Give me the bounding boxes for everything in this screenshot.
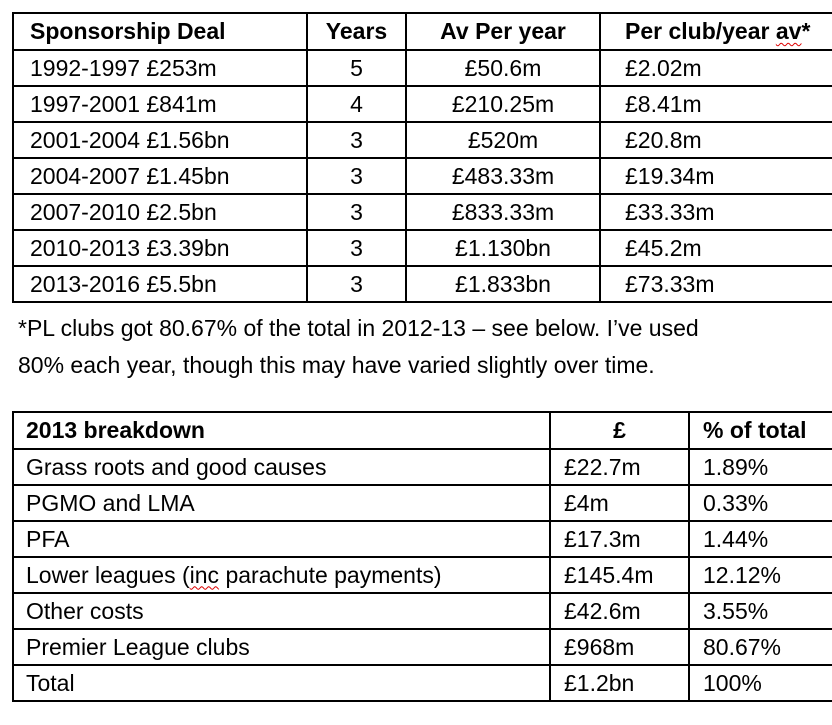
cell-years: 4 <box>306 85 407 123</box>
table-header-row: Sponsorship Deal Years Av Per year Per c… <box>12 12 832 51</box>
cell-category: Premier League clubs <box>12 628 551 666</box>
footnote-line-1: *PL clubs got 80.67% of the total in 201… <box>18 315 699 341</box>
cell-category: Other costs <box>12 592 551 630</box>
cell-years: 3 <box>306 193 407 231</box>
spellcheck-underline-inc: inc <box>189 561 220 588</box>
cell-av-per-year: £833.33m <box>405 193 601 231</box>
cell-years: 3 <box>306 265 407 303</box>
col-header-per-club-year-av: Per club/year av* <box>599 12 832 51</box>
cell-av-per-year: £50.6m <box>405 49 601 87</box>
cell-deal: 2004-2007 £1.45bn <box>12 157 308 195</box>
cell-per-club-year: £8.41m <box>599 85 832 123</box>
cell-percent: 0.33% <box>688 484 832 522</box>
cell-amount: £1.2bn <box>549 664 690 702</box>
cell-category: Grass roots and good causes <box>12 448 551 486</box>
table-row: PFA £17.3m 1.44% <box>12 520 832 558</box>
table-row: 2007-2010 £2.5bn 3 £833.33m £33.33m <box>12 193 832 231</box>
cell-per-club-year: £19.34m <box>599 157 832 195</box>
col-header-percent-of-total: % of total <box>688 411 832 450</box>
table-row: 2001-2004 £1.56bn 3 £520m £20.8m <box>12 121 832 159</box>
col-header-pounds: £ <box>549 411 690 450</box>
cell-percent: 12.12% <box>688 556 832 594</box>
table-row: Grass roots and good causes £22.7m 1.89% <box>12 448 832 486</box>
footnote-line-2: 80% each year, though this may have vari… <box>18 352 655 378</box>
cell-av-per-year: £483.33m <box>405 157 601 195</box>
table-row: PGMO and LMA £4m 0.33% <box>12 484 832 522</box>
cell-percent: 80.67% <box>688 628 832 666</box>
cell-per-club-year: £20.8m <box>599 121 832 159</box>
cell-av-per-year: £1.833bn <box>405 265 601 303</box>
table-row: Premier League clubs £968m 80.67% <box>12 628 832 666</box>
cell-category: PFA <box>12 520 551 558</box>
cell-av-per-year: £520m <box>405 121 601 159</box>
table-row: 1997-2001 £841m 4 £210.25m £8.41m <box>12 85 832 123</box>
col-header-sponsorship-deal: Sponsorship Deal <box>12 12 308 51</box>
cell-deal: 1992-1997 £253m <box>12 49 308 87</box>
table-row: 2004-2007 £1.45bn 3 £483.33m £19.34m <box>12 157 832 195</box>
cell-amount: £22.7m <box>549 448 690 486</box>
cell-av-per-year: £210.25m <box>405 85 601 123</box>
cell-text: Lower leagues ( <box>26 561 190 588</box>
footnote: *PL clubs got 80.67% of the total in 201… <box>18 310 832 384</box>
cell-amount: £42.6m <box>549 592 690 630</box>
table-row: 1992-1997 £253m 5 £50.6m £2.02m <box>12 49 832 87</box>
cell-deal: 2013-2016 £5.5bn <box>12 265 308 303</box>
sponsorship-deal-table: Sponsorship Deal Years Av Per year Per c… <box>12 12 832 303</box>
cell-av-per-year: £1.130bn <box>405 229 601 267</box>
cell-deal: 2007-2010 £2.5bn <box>12 193 308 231</box>
cell-category: PGMO and LMA <box>12 484 551 522</box>
col-header-years: Years <box>306 12 407 51</box>
cell-years: 5 <box>306 49 407 87</box>
spellcheck-underline-av: av <box>775 18 802 44</box>
cell-percent: 100% <box>688 664 832 702</box>
cell-deal: 2001-2004 £1.56bn <box>12 121 308 159</box>
col-header-av-per-year: Av Per year <box>405 12 601 51</box>
cell-per-club-year: £2.02m <box>599 49 832 87</box>
cell-amount: £145.4m <box>549 556 690 594</box>
table-header-row: 2013 breakdown £ % of total <box>12 411 832 450</box>
table-row: Lower leagues (inc parachute payments) £… <box>12 556 832 594</box>
cell-percent: 1.44% <box>688 520 832 558</box>
cell-percent: 1.89% <box>688 448 832 486</box>
cell-category: Total <box>12 664 551 702</box>
2013-breakdown-table: 2013 breakdown £ % of total Grass roots … <box>12 411 832 702</box>
table-row: 2013-2016 £5.5bn 3 £1.833bn £73.33m <box>12 265 832 303</box>
cell-years: 3 <box>306 229 407 267</box>
cell-years: 3 <box>306 121 407 159</box>
cell-per-club-year: £45.2m <box>599 229 832 267</box>
cell-per-club-year: £33.33m <box>599 193 832 231</box>
cell-years: 3 <box>306 157 407 195</box>
table-row: Total £1.2bn 100% <box>12 664 832 702</box>
cell-deal: 2010-2013 £3.39bn <box>12 229 308 267</box>
cell-amount: £968m <box>549 628 690 666</box>
header-text: Per club/year <box>625 18 776 44</box>
cell-deal: 1997-2001 £841m <box>12 85 308 123</box>
col-header-2013-breakdown: 2013 breakdown <box>12 411 551 450</box>
cell-percent: 3.55% <box>688 592 832 630</box>
table-row: 2010-2013 £3.39bn 3 £1.130bn £45.2m <box>12 229 832 267</box>
cell-text: parachute payments) <box>219 561 442 588</box>
document-page: Sponsorship Deal Years Av Per year Per c… <box>12 12 832 702</box>
cell-amount: £4m <box>549 484 690 522</box>
header-text: * <box>801 18 811 44</box>
cell-amount: £17.3m <box>549 520 690 558</box>
cell-category: Lower leagues (inc parachute payments) <box>12 556 551 594</box>
table-row: Other costs £42.6m 3.55% <box>12 592 832 630</box>
cell-per-club-year: £73.33m <box>599 265 832 303</box>
